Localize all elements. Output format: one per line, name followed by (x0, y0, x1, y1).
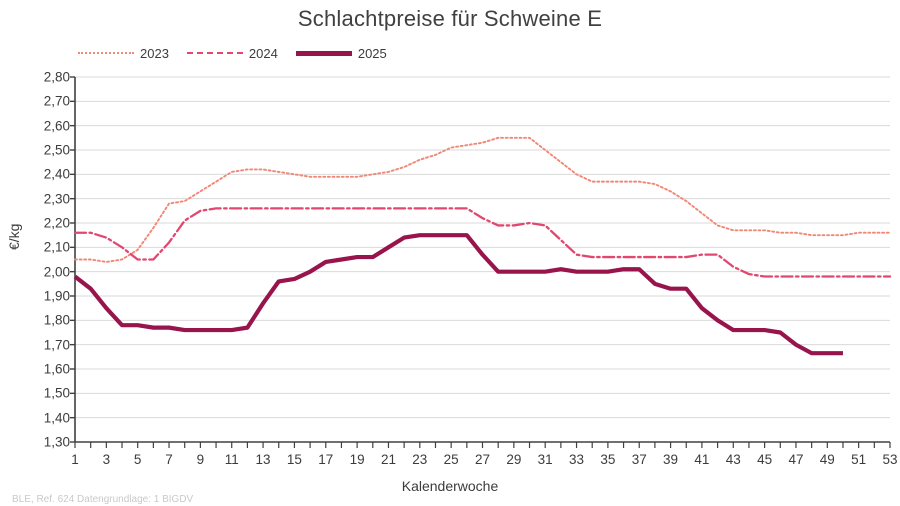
series-line-2025 (73, 233, 843, 356)
x-tick-label: 47 (788, 452, 804, 467)
y-tick-label: 2,80 (43, 69, 70, 85)
x-tick-label: 11 (224, 452, 239, 467)
x-tick-label: 49 (819, 452, 835, 467)
y-tick-label: 2,10 (43, 239, 70, 255)
legend-swatch-2023 (78, 52, 134, 54)
legend-label-2025: 2025 (357, 45, 387, 61)
x-tick-label: 29 (506, 452, 522, 467)
x-tick-label: 15 (286, 452, 302, 467)
x-tick-label: 33 (569, 452, 585, 467)
y-tick-label: 1,30 (43, 434, 70, 450)
y-tick-label: 2,00 (43, 264, 70, 280)
y-tick-label: 2,40 (43, 166, 70, 182)
x-tick-label: 51 (851, 452, 867, 467)
legend-item-2024: 2024 (186, 45, 278, 61)
legend-swatch-2025 (295, 50, 352, 56)
x-tick-label: 1 (71, 452, 79, 467)
y-tick-label: 2,60 (43, 118, 70, 134)
y-tick-label: 2,30 (43, 191, 70, 207)
legend-swatch-2024 (186, 52, 243, 54)
y-tick-label: 1,40 (43, 410, 70, 426)
footnote: BLE, Ref. 624 Datengrundlage: 1 BIGDV (12, 494, 194, 505)
x-tick-label: 39 (663, 452, 679, 467)
x-tick-label: 31 (537, 452, 553, 467)
x-tick-label: 23 (412, 452, 428, 467)
x-tick-label: 21 (380, 452, 396, 467)
x-tick-label: 9 (196, 452, 205, 467)
y-tick-label: 1,80 (43, 312, 70, 328)
x-tick-label: 7 (165, 452, 173, 467)
x-tick-label: 37 (631, 452, 647, 467)
y-tick-label: 1,70 (43, 337, 70, 353)
x-tick-label: 53 (882, 452, 898, 467)
x-tick-label: 35 (600, 452, 616, 467)
legend-item-2023: 2023 (78, 46, 169, 61)
y-tick-label: 1,90 (43, 288, 70, 304)
legend-item-2025: 2025 (295, 45, 387, 61)
x-tick-label: 19 (349, 452, 365, 467)
y-axis-title: €/kg (6, 223, 22, 250)
series-line-2023 (74, 136, 891, 263)
x-tick-label: 25 (443, 452, 459, 467)
y-axis-tick-labels: 2,80 2,70 2,60 2,50 2,40 2,30 2,20 2,10 2,00 1,90… (0, 0, 70, 506)
y-tick-label: 1,60 (43, 361, 70, 377)
x-tick-label: 5 (133, 452, 142, 467)
chart-title: Schlachtpreise für Schweine E (297, 6, 603, 31)
x-tick-label: 43 (725, 452, 741, 467)
x-axis-title: Kalenderwoche (401, 478, 499, 494)
x-tick-label: 41 (694, 452, 710, 467)
y-tick-label: 1,50 (43, 385, 70, 401)
y-tick-label: 2,20 (43, 215, 70, 231)
legend-label-2023: 2023 (140, 45, 169, 61)
x-tick-label: 13 (255, 452, 271, 467)
series-line-2024 (73, 207, 892, 278)
x-tick-label: 3 (102, 452, 111, 467)
x-tick-label: 45 (757, 452, 773, 467)
x-tick-label: 17 (318, 452, 334, 467)
chart-legend: 2023 2024 2025 (78, 42, 387, 64)
legend-label-2024: 2024 (248, 45, 278, 61)
x-tick-label: 27 (474, 452, 491, 467)
y-tick-label: 2,70 (43, 93, 70, 109)
y-tick-label: 2,50 (43, 142, 70, 158)
